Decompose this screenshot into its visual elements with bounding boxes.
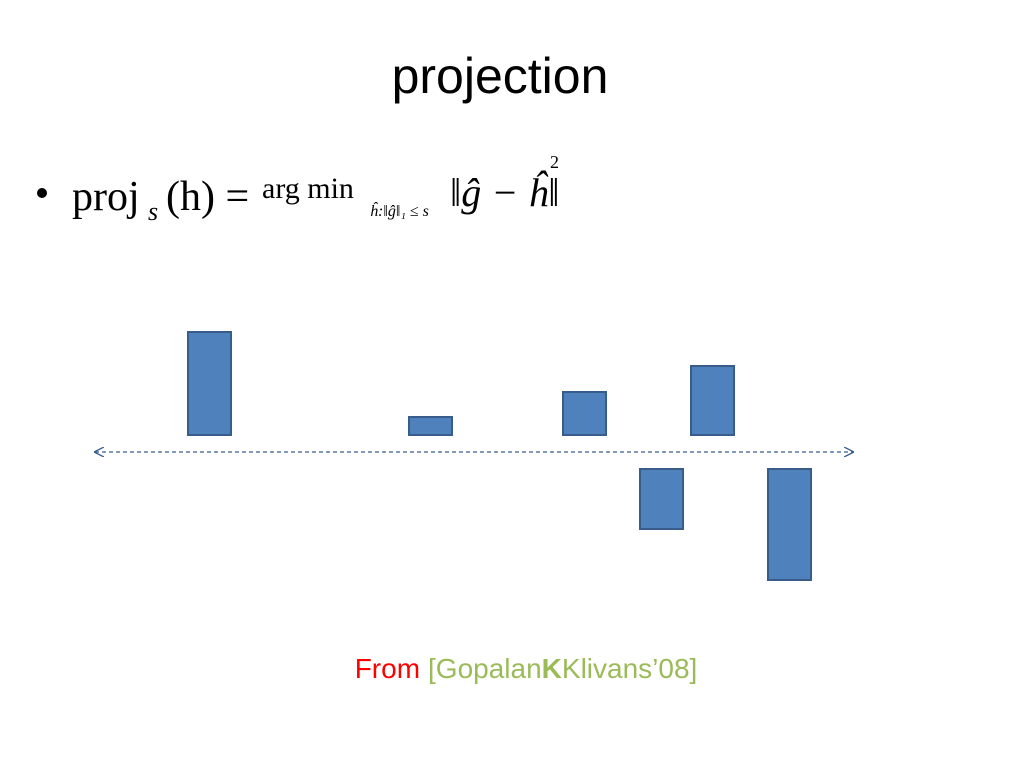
- citation: From [GopalanKKlivans’08]: [355, 653, 698, 684]
- formula-lhs-sub: s: [148, 197, 158, 226]
- citation-bold: K: [542, 653, 562, 684]
- bar: [639, 468, 684, 530]
- formula-norm: ‖ĝ − ĥ‖: [450, 170, 559, 215]
- formula-op: arg min: [262, 172, 354, 205]
- bar: [187, 331, 232, 436]
- bar: [562, 391, 607, 436]
- bar: [408, 416, 453, 436]
- bar: [767, 468, 812, 581]
- bar: [690, 365, 735, 436]
- citation-open: [Gopalan: [428, 653, 542, 684]
- formula-lhs-arg: (h) =: [166, 174, 249, 220]
- bullet-dot: [37, 188, 47, 198]
- citation-prefix: From: [355, 653, 420, 684]
- formula-lhs: proj: [72, 174, 140, 220]
- formula-op-sub: ĥ:‖ĝ‖₁ ≤ s: [370, 201, 429, 220]
- slide-title: projection: [392, 48, 609, 104]
- formula-norm-power: 2: [550, 152, 559, 172]
- citation-rest: Klivans’08]: [562, 653, 697, 684]
